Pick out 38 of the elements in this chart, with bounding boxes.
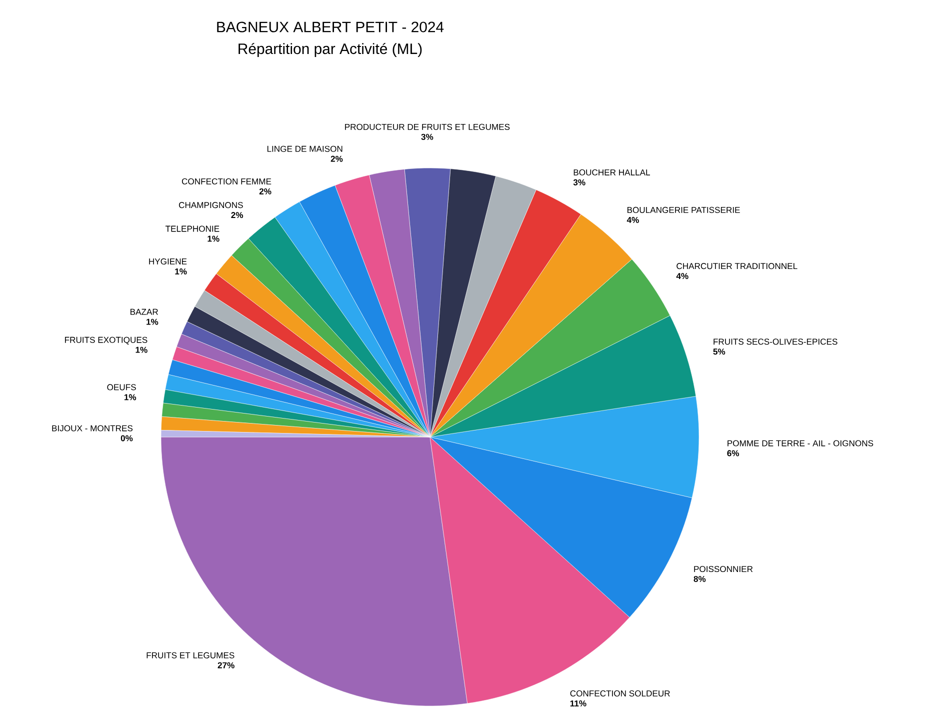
data-label: 4% bbox=[626, 216, 639, 223]
slice-label: HYGIENE bbox=[149, 258, 187, 264]
data-label: 1% bbox=[146, 318, 158, 325]
slice-label: CONFECTION SOLDEUR bbox=[570, 690, 670, 696]
data-label: 8% bbox=[694, 576, 706, 582]
slice-label: BAZAR bbox=[130, 308, 158, 315]
slice-label: BOUCHER HALLAL bbox=[574, 169, 650, 176]
slice-label: POISSONNIER bbox=[694, 566, 753, 572]
data-label: 6% bbox=[727, 450, 740, 456]
data-label: 1% bbox=[208, 236, 220, 242]
data-label: 2% bbox=[259, 188, 272, 194]
data-label: 1% bbox=[124, 394, 136, 400]
data-label: 4% bbox=[676, 273, 688, 280]
slice-label: BIJOUX - MONTRES bbox=[52, 425, 133, 432]
chart-title: BAGNEUX ALBERT PETIT - 2024 bbox=[217, 22, 444, 32]
slice-label: CONFECTION FEMME bbox=[182, 178, 272, 184]
slice-label: POMME DE TERRE - AIL - OIGNONS bbox=[728, 440, 874, 446]
slice-label: FRUITS SECS-OLIVES-EPICES bbox=[714, 338, 838, 345]
data-label: 27% bbox=[218, 662, 234, 668]
data-label: 11% bbox=[570, 700, 586, 706]
slice-label: CHARCUTIER TRADITIONNEL bbox=[676, 263, 798, 270]
slice-label: FRUITS ET LEGUMES bbox=[146, 652, 234, 658]
slice-label: BOULANGERIE PATISSERIE bbox=[627, 206, 740, 213]
slice-label: FRUITS EXOTIQUES bbox=[65, 336, 148, 344]
chart-subtitle: Répartition par Activité (ML) bbox=[238, 42, 422, 58]
data-label: 2% bbox=[330, 156, 343, 162]
slice-label: OEUFS bbox=[107, 384, 136, 390]
slice-label: CHAMPIGNONS bbox=[178, 202, 243, 208]
data-label: 0% bbox=[120, 435, 133, 442]
slice-label: TELEPHONIE bbox=[165, 226, 220, 232]
data-label: 1% bbox=[175, 268, 187, 274]
data-label: 3% bbox=[573, 179, 586, 186]
data-label: 3% bbox=[421, 134, 434, 140]
data-label: 1% bbox=[136, 346, 148, 353]
data-label: 2% bbox=[231, 212, 244, 218]
data-label: 5% bbox=[713, 348, 726, 355]
slice-label: LINGE DE MAISON bbox=[267, 146, 342, 152]
slice-label: PRODUCTEUR DE FRUITS ET LEGUMES bbox=[345, 124, 510, 130]
